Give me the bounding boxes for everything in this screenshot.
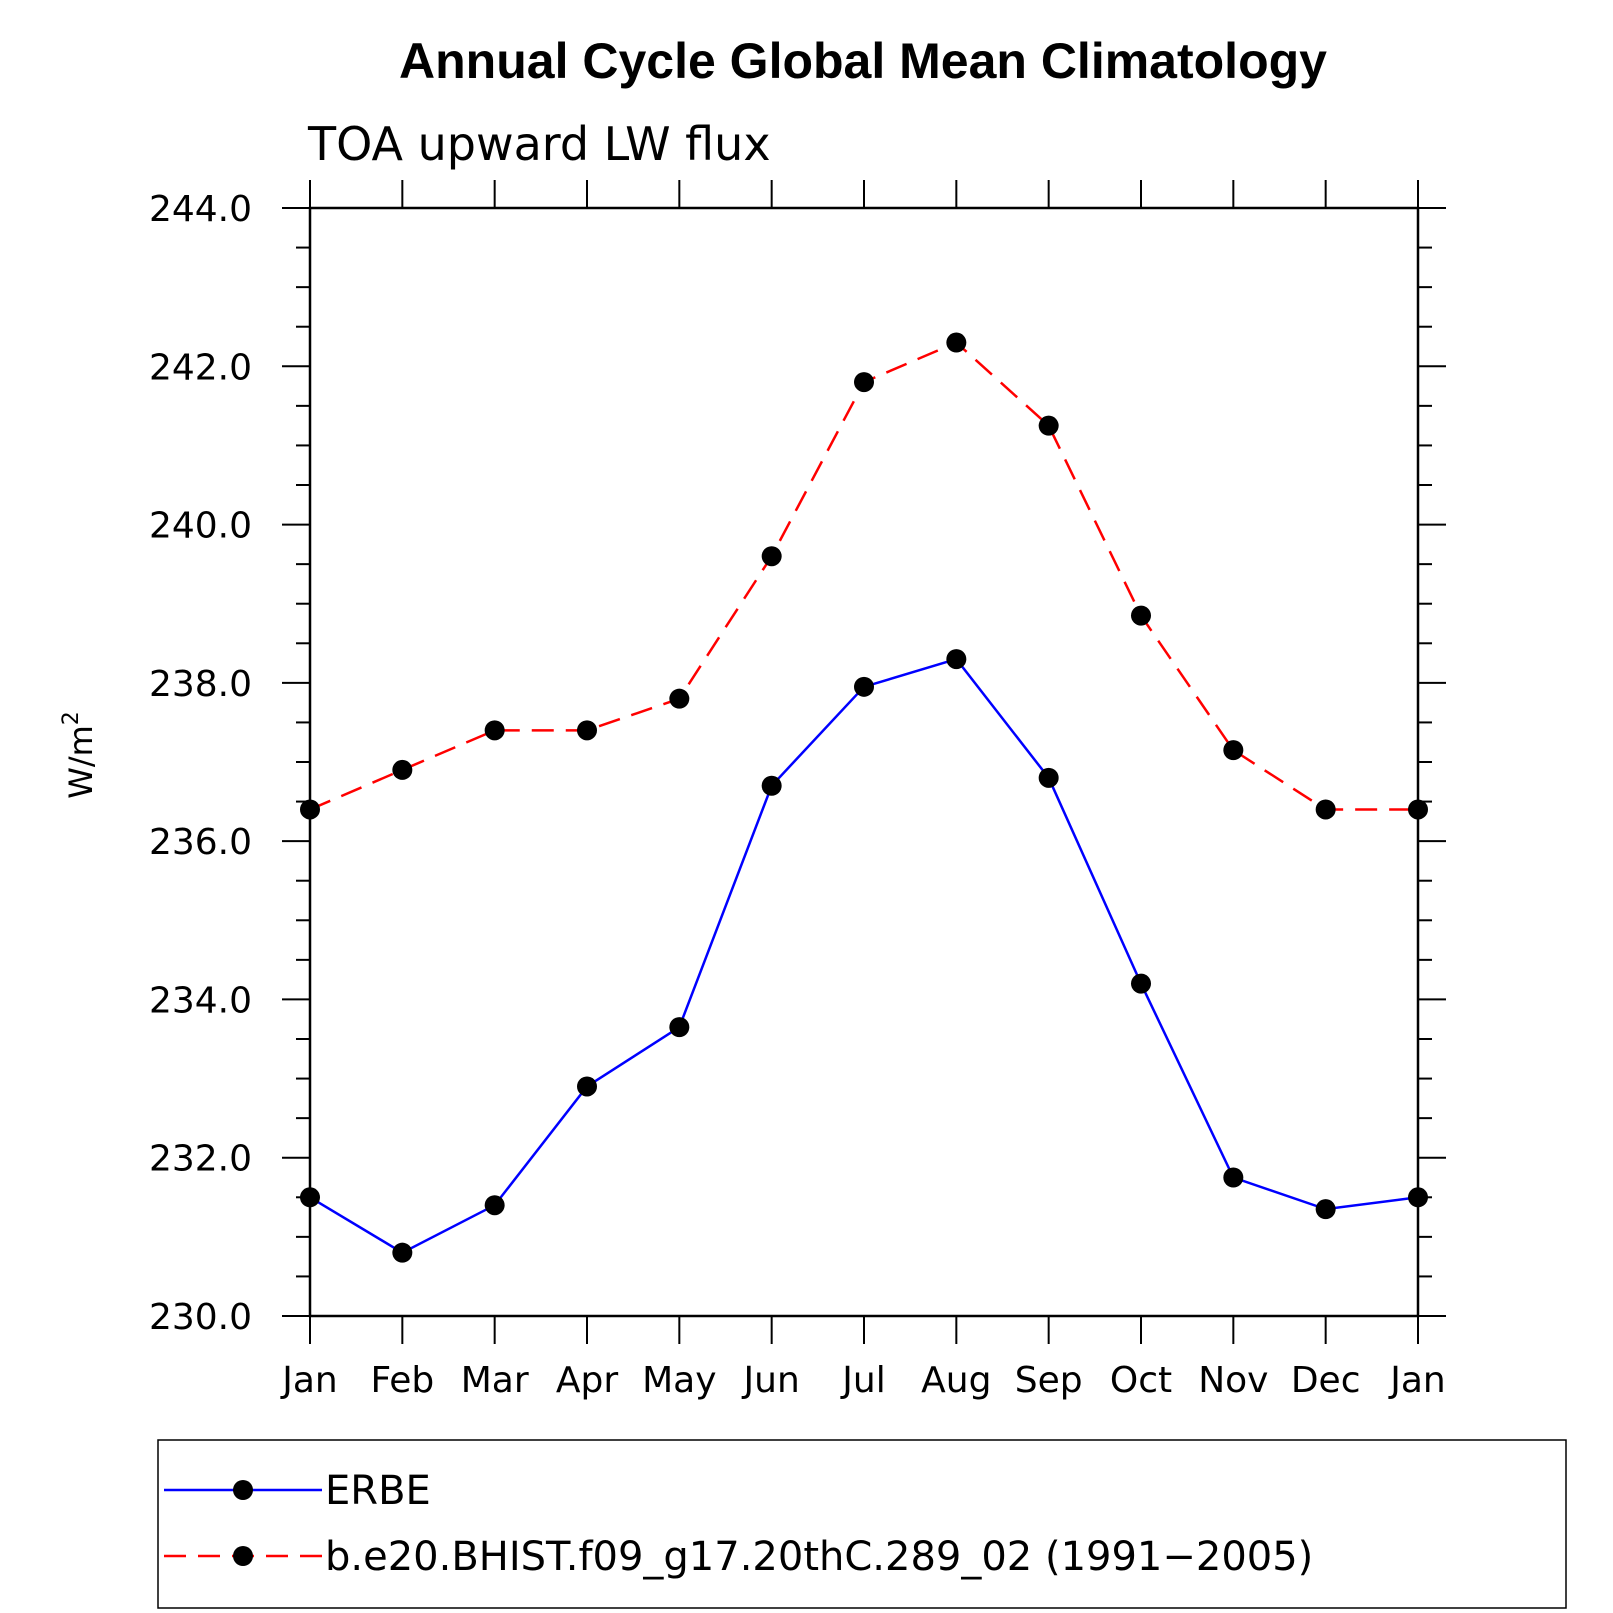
series-line [309, 657, 1419, 1255]
data-point [761, 775, 782, 796]
x-tick-label: Feb [370, 1360, 434, 1401]
x-tick-label: Jul [840, 1360, 885, 1401]
legend-entry-0: ERBE [164, 1468, 431, 1514]
y-ticks: 230.0 232.0 234.0 236.0 238.0 240.0 242.0 244.0 [149, 189, 1446, 1338]
data-point [854, 676, 874, 697]
x-tick-label: Jun [742, 1360, 800, 1401]
y-tick-label: 244.0 [149, 189, 252, 230]
legend-box [157, 1439, 1567, 1609]
data-point [392, 1242, 413, 1263]
x-ticks: Jan Feb Mar Apr May Jun Jul Aug Sep Oct Nov Dec Jan [280, 180, 1446, 1401]
data-point [484, 1195, 505, 1216]
legend-label: ERBE [325, 1468, 431, 1514]
data-point [300, 1187, 320, 1208]
y-tick-label: 242.0 [149, 347, 252, 388]
y-tick-label: 240.0 [149, 506, 252, 547]
data-point [1315, 799, 1336, 820]
series-line [309, 341, 1418, 811]
plot-area: 230.0 232.0 234.0 236.0 238.0 240.0 242.0 244.0… [149, 180, 1446, 1401]
y-tick-label: 232.0 [149, 1139, 252, 1180]
chart-subtitle: TOA upward LW flux [307, 117, 771, 171]
x-tick-label: Nov [1198, 1360, 1268, 1401]
data-point [1038, 767, 1059, 788]
x-tick-label: Dec [1291, 1360, 1361, 1401]
data-point [577, 1076, 597, 1097]
x-tick-label: Aug [921, 1360, 991, 1401]
legend-marker [233, 1546, 253, 1566]
data-point [946, 332, 967, 353]
y-axis-label-base: W/m [62, 725, 100, 799]
data-point [1131, 973, 1151, 994]
data-point [1223, 740, 1244, 761]
data-point [761, 546, 782, 567]
x-tick-label: Jan [1388, 1360, 1446, 1401]
data-point [1223, 1167, 1244, 1188]
legend-entry-1: b.e20.BHIST.f09_g17.20thC.289_02 (1991−2… [164, 1534, 1313, 1580]
series-1 [300, 332, 1428, 820]
data-point [1131, 605, 1151, 626]
data-point [392, 759, 413, 780]
data-point [1315, 1199, 1336, 1220]
x-tick-label: May [642, 1360, 716, 1401]
x-tick-label: Oct [1110, 1360, 1172, 1401]
chart-title: Annual Cycle Global Mean Climatology [399, 33, 1327, 89]
legend: ERBE b.e20.BHIST.f09_g17.20thC.289_02 (19… [157, 1439, 1567, 1609]
data-point [577, 720, 597, 741]
y-tick-label: 236.0 [149, 822, 252, 863]
legend-label: b.e20.BHIST.f09_g17.20thC.289_02 (1991−2… [325, 1534, 1313, 1580]
legend-marker [233, 1480, 253, 1500]
x-tick-label: Apr [556, 1360, 618, 1401]
series-0 [300, 649, 1428, 1263]
data-point [669, 688, 690, 709]
data-point [1038, 415, 1059, 436]
y-tick-label: 230.0 [149, 1297, 252, 1338]
data-point [484, 720, 505, 741]
x-tick-label: Mar [461, 1360, 529, 1401]
data-point [854, 372, 874, 393]
data-point [1408, 799, 1428, 820]
data-point [669, 1017, 690, 1038]
x-tick-label: Jan [280, 1360, 338, 1401]
data-point [300, 799, 320, 820]
y-axis-label: W/m2 [59, 711, 100, 799]
y-tick-label: 234.0 [149, 980, 252, 1021]
y-axis-label-superscript: 2 [59, 711, 84, 725]
x-tick-label: Sep [1015, 1360, 1083, 1401]
data-point [946, 649, 967, 670]
data-point [1408, 1187, 1428, 1208]
y-tick-label: 238.0 [149, 664, 252, 705]
